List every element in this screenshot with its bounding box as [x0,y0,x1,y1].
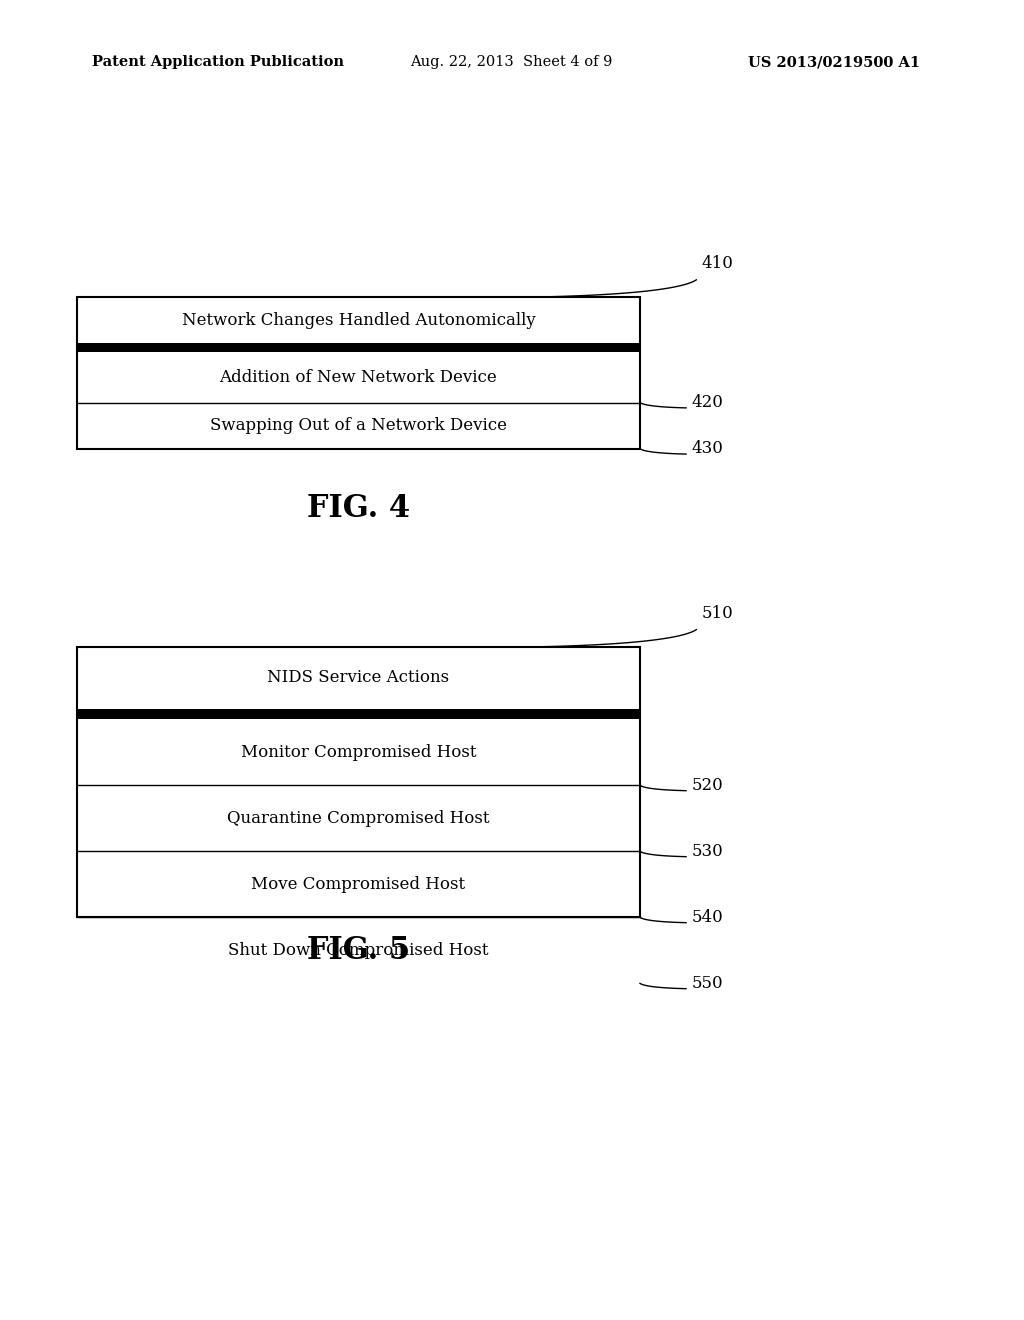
Text: Shut Down Compromised Host: Shut Down Compromised Host [228,942,488,958]
Bar [77,709,640,719]
Text: Quarantine Compromised Host: Quarantine Compromised Host [227,810,489,826]
Text: 430: 430 [691,441,723,457]
Bar [77,647,640,917]
Text: 530: 530 [691,843,723,859]
Text: Swapping Out of a Network Device: Swapping Out of a Network Device [210,417,507,434]
Bar [77,343,640,352]
Text: 410: 410 [701,256,733,272]
Text: Move Compromised Host: Move Compromised Host [251,876,466,892]
Text: Patent Application Publication: Patent Application Publication [92,55,344,69]
Bar [77,297,640,449]
Text: FIG. 5: FIG. 5 [307,935,410,966]
Text: Monitor Compromised Host: Monitor Compromised Host [241,744,476,760]
Text: Aug. 22, 2013  Sheet 4 of 9: Aug. 22, 2013 Sheet 4 of 9 [410,55,612,69]
Text: FIG. 4: FIG. 4 [307,492,410,524]
Text: 420: 420 [691,395,723,411]
Text: 510: 510 [701,606,733,622]
Text: 520: 520 [691,777,723,793]
Text: 540: 540 [691,909,723,925]
Text: Network Changes Handled Autonomically: Network Changes Handled Autonomically [181,312,536,329]
Text: Addition of New Network Device: Addition of New Network Device [219,370,498,385]
Text: 550: 550 [691,975,723,991]
Text: US 2013/0219500 A1: US 2013/0219500 A1 [748,55,920,69]
Text: NIDS Service Actions: NIDS Service Actions [267,669,450,686]
